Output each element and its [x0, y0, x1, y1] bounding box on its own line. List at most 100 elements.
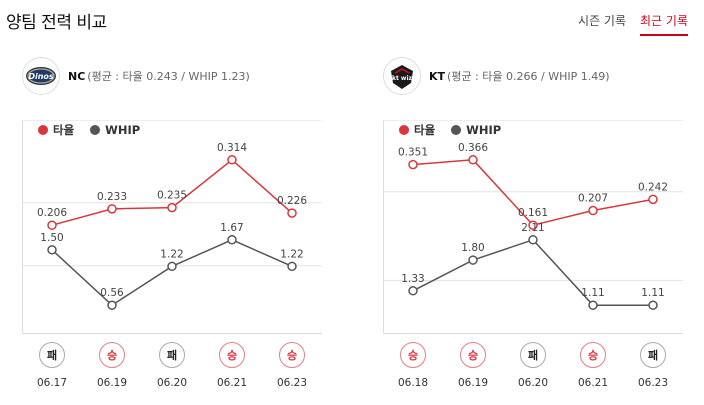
legend-item-avg: 타율 [399, 122, 435, 138]
avg-data-label: 0.366 [458, 142, 488, 154]
game-date: 06.18 [397, 377, 429, 389]
loss-badge: 패 [640, 342, 666, 368]
team-panel-nc: Dinos NC (평균 : 타율 0.243 / WHIP 1.23) 0.20… [22, 56, 327, 401]
whip-point [588, 300, 598, 310]
win-badge: 승 [279, 342, 305, 368]
loss-badge: 패 [520, 342, 546, 368]
legend-item-whip: WHIP [451, 122, 501, 138]
team-averages: (평균 : 타율 0.243 / WHIP 1.23) [87, 70, 250, 83]
win-badge: 승 [400, 342, 426, 368]
avg-point [167, 202, 177, 213]
avg-data-label: 0.226 [277, 195, 307, 207]
avg-point [47, 220, 57, 230]
avg-point [588, 205, 598, 216]
game-date: 06.20 [517, 377, 549, 389]
team-summary: KT (평균 : 타율 0.266 / WHIP 1.49) [429, 68, 610, 84]
whip-point [107, 300, 117, 310]
chart-frame [383, 120, 683, 334]
whip-data-label: 1.11 [581, 287, 604, 299]
legend-label-avg: 타율 [53, 123, 75, 137]
legend-item-avg: 타율 [38, 122, 74, 138]
win-badge: 승 [99, 342, 125, 368]
team-summary: NC (평균 : 타율 0.243 / WHIP 1.23) [68, 68, 250, 84]
whip-data-label: 1.80 [461, 242, 484, 254]
tab-recent-record[interactable]: 최근 기록 [640, 12, 688, 36]
game-date: 06.19 [96, 377, 128, 389]
legend-label-whip: WHIP [105, 123, 141, 137]
whip-point [648, 300, 658, 310]
game-results: 승 06.18 승 06.19 패 06.20 승 06.21 패 06.23 [383, 342, 683, 402]
team-header: kt wiz KT (평균 : 타율 0.266 / WHIP 1.49) [383, 56, 610, 96]
game-result-item: 승 06.18 [393, 342, 433, 389]
whip-point [287, 261, 297, 272]
game-results: 패 06.17 승 06.19 패 06.20 승 06.21 승 06.23 [22, 342, 322, 402]
game-result-item: 패 06.23 [633, 342, 673, 389]
game-date: 06.19 [457, 377, 489, 389]
whip-point [47, 245, 57, 255]
team-averages: (평균 : 타율 0.266 / WHIP 1.49) [447, 70, 610, 83]
game-date: 06.17 [36, 377, 68, 389]
avg-data-label: 0.161 [518, 207, 548, 219]
avg-point [227, 155, 237, 165]
game-result-item: 승 06.21 [573, 342, 613, 389]
kt-wiz-logo-icon: kt wiz [383, 57, 421, 95]
whip-dot-icon [90, 125, 101, 135]
whip-data-label: 2.11 [521, 222, 544, 234]
whip-data-label: 1.67 [220, 222, 243, 234]
avg-data-label: 0.314 [217, 142, 247, 154]
game-result-item: 승 06.19 [453, 342, 493, 389]
loss-badge: 패 [159, 342, 185, 368]
win-badge: 승 [460, 342, 486, 368]
avg-point [528, 220, 538, 230]
whip-data-label: 1.33 [401, 273, 424, 285]
whip-data-label: 1.22 [160, 248, 183, 260]
game-result-item: 패 06.20 [152, 342, 192, 389]
whip-data-label: 1.11 [641, 287, 664, 299]
game-date: 06.23 [637, 377, 669, 389]
team-name: KT [429, 70, 446, 83]
loss-badge: 패 [39, 342, 65, 368]
whip-dot-icon [451, 125, 462, 135]
chart-legend: 타율 WHIP [38, 122, 140, 138]
avg-dot-icon [38, 125, 48, 135]
kt-wiz-logo-text: kt wiz [392, 75, 413, 82]
tab-season-record[interactable]: 시즌 기록 [578, 14, 627, 28]
page-title: 양팀 전력 비교 [6, 13, 107, 33]
whip-point [468, 255, 478, 265]
game-result-item: 승 06.23 [272, 342, 312, 389]
record-tabs: 시즌 기록 최근 기록 [578, 12, 688, 36]
whip-data-label: 1.22 [280, 248, 303, 260]
whip-point [227, 235, 237, 245]
avg-point [648, 194, 658, 205]
avg-point [408, 159, 418, 170]
dinos-logo-text: Dinos [28, 72, 54, 81]
avg-data-label: 0.206 [37, 207, 67, 219]
game-date: 06.20 [156, 377, 188, 389]
avg-dot-icon [399, 125, 409, 135]
whip-point [408, 286, 418, 296]
game-result-item: 패 06.20 [513, 342, 553, 389]
line-chart-kt: 0.351 0.366 0.161 0.207 0.242 1.33 1.80 2.11 1.1… [383, 142, 683, 310]
whip-series-line [412, 238, 653, 306]
avg-data-label: 0.235 [157, 190, 187, 202]
chart-legend: 타율 WHIP [399, 122, 501, 138]
legend-label-whip: WHIP [466, 123, 502, 137]
avg-point [287, 208, 297, 218]
team-name: NC [68, 70, 86, 83]
line-chart-nc: 0.206 0.233 0.235 0.314 0.226 1.50 0.56 1.22 1.6… [22, 142, 322, 310]
chart-frame [22, 120, 322, 334]
whip-point [167, 261, 177, 272]
legend-item-whip: WHIP [90, 122, 140, 138]
avg-data-label: 0.233 [97, 191, 127, 203]
game-date: 06.21 [216, 377, 248, 389]
avg-data-label: 0.207 [578, 193, 608, 205]
whip-data-label: 0.56 [100, 287, 124, 299]
avg-point [107, 204, 117, 214]
game-result-item: 패 06.17 [32, 342, 72, 389]
game-result-item: 승 06.19 [92, 342, 132, 389]
whip-point [528, 235, 538, 245]
win-badge: 승 [219, 342, 245, 368]
avg-data-label: 0.242 [638, 181, 668, 193]
game-result-item: 승 06.21 [212, 342, 252, 389]
legend-label-avg: 타율 [414, 123, 436, 137]
